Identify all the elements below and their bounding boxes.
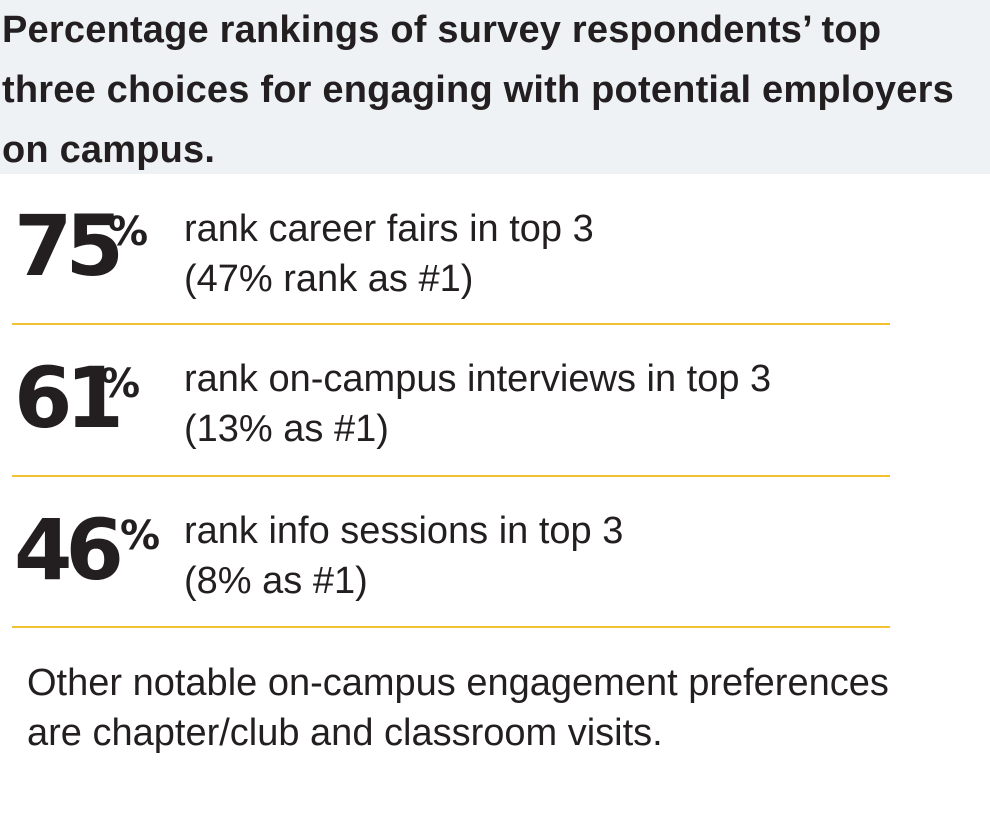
stat-line-1: rank on-campus interviews in top 3 — [184, 358, 772, 400]
stat-value: 75 — [14, 197, 124, 295]
percent-sign: % — [108, 209, 149, 255]
stat-description: rank info sessions in top 3 (8% as #1) — [184, 506, 974, 606]
divider — [12, 475, 890, 477]
stat-description: rank career fairs in top 3 (47% rank as … — [184, 204, 974, 304]
stat-value: 61 — [14, 349, 124, 447]
page-title: Percentage rankings of survey respondent… — [2, 9, 954, 171]
divider — [12, 323, 890, 325]
stat-line-2: (13% as #1) — [184, 408, 389, 450]
stat-description: rank on-campus interviews in top 3 (13% … — [184, 354, 974, 454]
stat-line-1: rank info sessions in top 3 — [184, 510, 624, 552]
percent-sign: % — [120, 513, 161, 559]
percent-sign: % — [100, 361, 141, 407]
stat-line-2: (47% rank as #1) — [184, 258, 474, 300]
stat-line-1: rank career fairs in top 3 — [184, 208, 594, 250]
header-band: Percentage rankings of survey respondent… — [0, 0, 990, 174]
footnote: Other notable on-campus engagement prefe… — [27, 662, 889, 754]
stat-value: 46 — [14, 501, 124, 599]
divider — [12, 626, 890, 628]
stat-line-2: (8% as #1) — [184, 560, 368, 602]
